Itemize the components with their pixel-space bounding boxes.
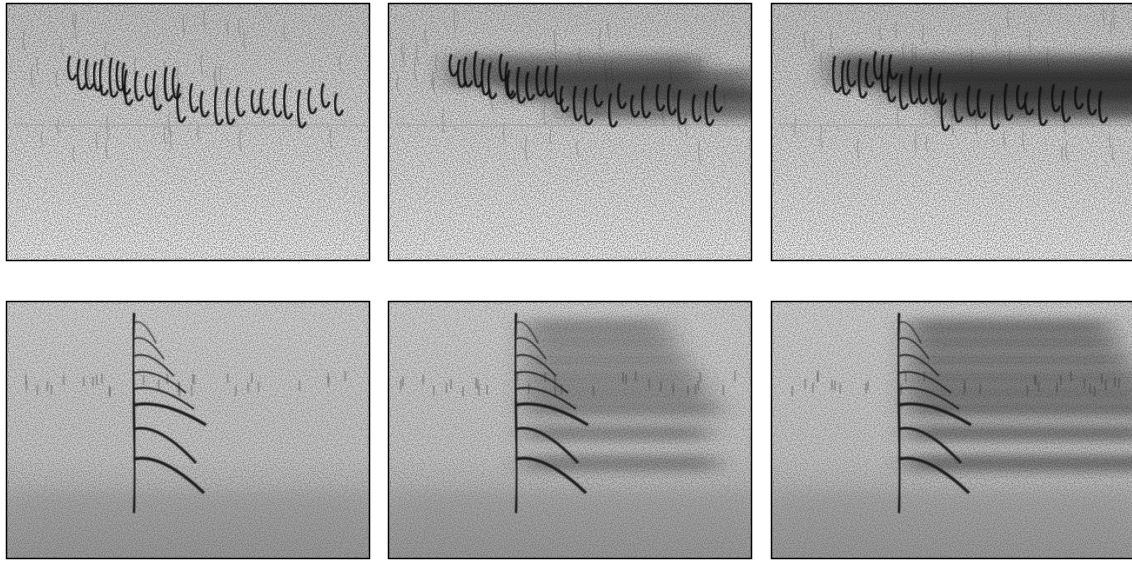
faint-call bbox=[83, 376, 85, 386]
faint-call bbox=[25, 381, 27, 391]
faint-call bbox=[235, 386, 237, 396]
echo-smear bbox=[909, 455, 1132, 471]
echo-smear bbox=[526, 335, 676, 351]
spectrogram-panel bbox=[771, 301, 1132, 559]
faint-call bbox=[46, 381, 48, 391]
echo-smear bbox=[909, 369, 1132, 385]
faint-call bbox=[247, 383, 249, 393]
faint-call bbox=[50, 385, 52, 395]
faint-call bbox=[831, 380, 833, 390]
faint-call bbox=[475, 378, 477, 388]
panel-noise bbox=[6, 3, 370, 261]
faint-call bbox=[191, 385, 193, 395]
faint-call bbox=[92, 377, 94, 387]
faint-call bbox=[486, 385, 488, 395]
echo-smear bbox=[909, 425, 1132, 441]
faint-call bbox=[158, 380, 160, 390]
low-noise-band bbox=[771, 491, 1132, 559]
faint-call bbox=[258, 382, 260, 392]
faint-call bbox=[142, 375, 144, 385]
faint-call bbox=[344, 371, 346, 381]
faint-call bbox=[192, 374, 194, 384]
echo-smear bbox=[526, 425, 708, 441]
faint-call bbox=[63, 375, 65, 385]
spectrogram-panel bbox=[388, 3, 810, 261]
echo-smear bbox=[526, 352, 686, 368]
echo-smear bbox=[526, 385, 706, 401]
faint-call bbox=[101, 373, 103, 383]
faint-call bbox=[251, 373, 253, 383]
faint-call bbox=[839, 383, 841, 393]
faint-call bbox=[450, 379, 452, 389]
faint-call bbox=[722, 385, 724, 395]
echo-smear bbox=[526, 319, 668, 335]
faint-call bbox=[900, 385, 902, 395]
faint-call bbox=[478, 386, 480, 396]
faint-call bbox=[36, 385, 38, 395]
spectrogram-panel bbox=[388, 301, 752, 559]
faint-call bbox=[865, 383, 867, 393]
spectrogram-panel bbox=[771, 3, 1132, 261]
panel-noise bbox=[771, 3, 1132, 261]
faint-call bbox=[817, 372, 819, 382]
faint-call bbox=[734, 371, 736, 381]
low-noise-band bbox=[6, 491, 370, 559]
echo-smear bbox=[943, 87, 1132, 119]
faint-call bbox=[400, 380, 402, 390]
faint-call bbox=[462, 386, 464, 396]
faint-call bbox=[327, 377, 329, 387]
faint-call bbox=[227, 373, 229, 383]
faint-call bbox=[298, 381, 300, 391]
faint-call bbox=[402, 376, 404, 386]
echo-smear bbox=[909, 352, 1129, 368]
faint-call bbox=[433, 386, 435, 396]
panel-noise bbox=[388, 3, 752, 261]
faint-call bbox=[834, 381, 836, 391]
faint-call bbox=[905, 372, 907, 382]
faint-call bbox=[791, 386, 793, 396]
low-noise-band bbox=[388, 491, 752, 559]
spectrogram-panel bbox=[6, 3, 370, 261]
faint-call bbox=[867, 380, 869, 390]
spectrogram-panel bbox=[6, 301, 370, 559]
faint-call bbox=[446, 383, 448, 393]
faint-call bbox=[804, 378, 806, 388]
faint-call bbox=[812, 383, 814, 393]
faint-call bbox=[96, 375, 98, 385]
echo-smear bbox=[909, 401, 1132, 417]
faint-call bbox=[109, 387, 111, 397]
echo-smear bbox=[909, 319, 1111, 335]
echo-smear bbox=[909, 335, 1119, 351]
faint-call bbox=[699, 372, 701, 382]
faint-call bbox=[422, 375, 424, 385]
